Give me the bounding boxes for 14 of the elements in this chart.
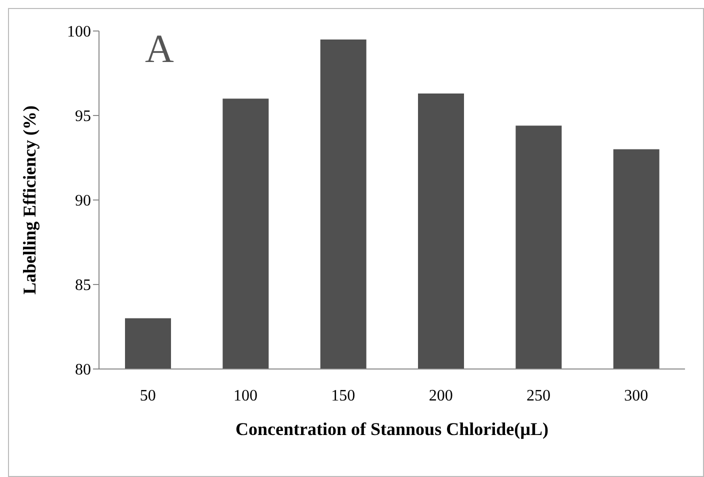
x-tick-label: 250 bbox=[526, 387, 550, 404]
x-tick-label: 200 bbox=[428, 387, 453, 404]
x-tick-label: 150 bbox=[331, 387, 356, 404]
y-tick-label: 80 bbox=[75, 362, 91, 379]
y-axis-title: Labelling Efficiency (%) bbox=[19, 106, 40, 294]
x-tick-label: 50 bbox=[140, 387, 156, 404]
x-axis-title: Concentration of Stannous Chloride(µL) bbox=[236, 419, 548, 439]
y-tick-label: 95 bbox=[75, 108, 91, 126]
y-tick-label: 100 bbox=[67, 24, 91, 41]
y-tick-label: 90 bbox=[75, 192, 91, 210]
x-tick-label: 100 bbox=[234, 387, 258, 404]
y-tick-label: 85 bbox=[75, 277, 91, 294]
annotation: A bbox=[145, 25, 174, 72]
x-tick-label: 300 bbox=[624, 387, 648, 404]
